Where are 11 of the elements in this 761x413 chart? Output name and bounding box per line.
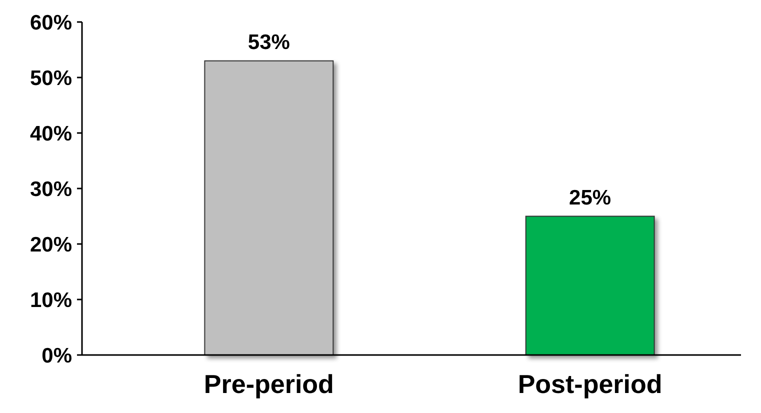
y-tick-label: 10% (30, 288, 72, 312)
y-tick-label: 60% (30, 11, 72, 34)
y-tick-label: 20% (30, 233, 72, 256)
y-tick-label: 0% (42, 344, 72, 368)
y-tick-label: 40% (30, 122, 72, 146)
x-tick-label: Pre-period (204, 369, 334, 399)
y-tick-label: 50% (30, 66, 72, 90)
y-tick-label: 30% (30, 178, 72, 201)
data-label: 25% (569, 186, 612, 210)
x-tick-label: Post-period (518, 369, 662, 399)
data-label: 53% (248, 30, 290, 54)
